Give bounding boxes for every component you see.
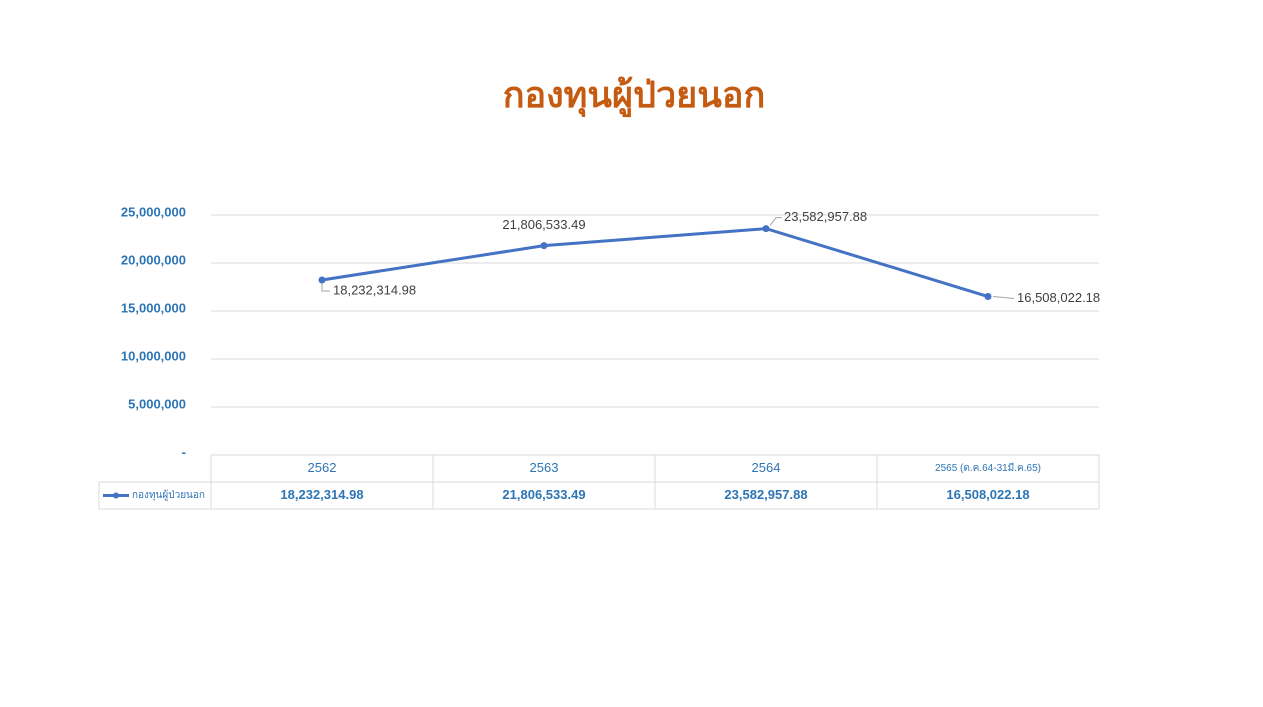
data-label: 23,582,957.88 [784, 209, 867, 224]
point [318, 276, 326, 284]
chart-title: กองทุนผู้ป่วยนอก [503, 75, 766, 118]
data-label: 18,232,314.98 [333, 282, 416, 297]
table-value: 18,232,314.98 [280, 487, 363, 502]
y-tick-label: 5,000,000 [128, 396, 186, 411]
point [762, 225, 770, 233]
leader-line [321, 282, 330, 292]
table-value: 21,806,533.49 [502, 487, 585, 502]
series-line [321, 227, 989, 298]
x-tick-label: 2565 (ต.ค.64-31มี.ค.65) [935, 462, 1041, 474]
data-label: 21,806,533.49 [502, 217, 585, 232]
point [540, 242, 548, 250]
x-tick-label: 2563 [530, 460, 559, 475]
point [984, 293, 992, 301]
x-tick-label: 2564 [752, 460, 781, 475]
y-tick-label: 20,000,000 [121, 252, 186, 267]
legend-marker [113, 492, 119, 499]
y-tick-label: 25,000,000 [121, 204, 186, 219]
y-tick-label: - [182, 444, 186, 459]
table-value: 16,508,022.18 [946, 487, 1029, 502]
data-label: 16,508,022.18 [1017, 290, 1100, 305]
y-tick-label: 10,000,000 [121, 348, 186, 363]
table-value: 23,582,957.88 [724, 487, 807, 502]
y-tick-label: 15,000,000 [121, 300, 186, 315]
legend-label: กองทุนผู้ป่วยนอก [132, 489, 205, 501]
table-border [98, 454, 1100, 510]
leader-line [769, 217, 782, 226]
x-tick-label: 2562 [308, 460, 337, 475]
leader-line [992, 296, 1015, 300]
